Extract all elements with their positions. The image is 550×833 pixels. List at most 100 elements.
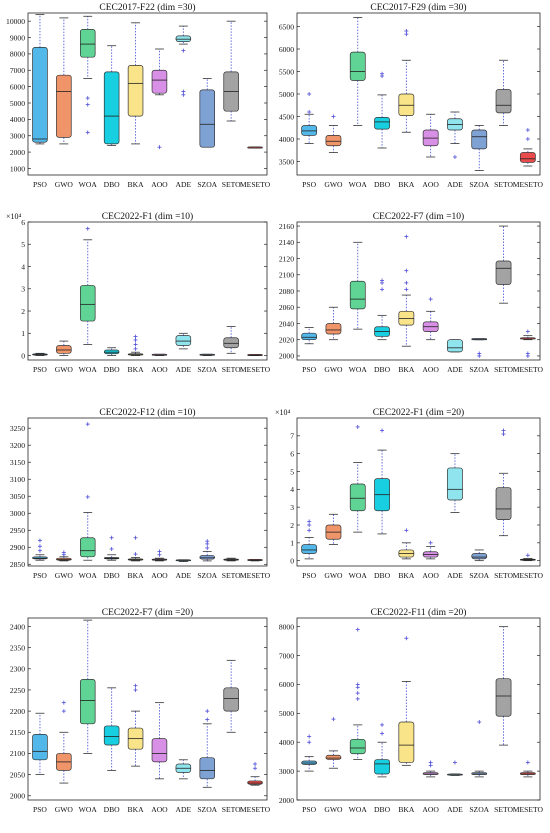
x-tick-label: GWO xyxy=(55,805,74,814)
outlier-point xyxy=(61,709,66,714)
outlier-point xyxy=(307,519,312,524)
x-tick-label: SETO xyxy=(222,180,241,189)
x-tick-label: PSO xyxy=(302,365,316,374)
box-body xyxy=(199,89,216,148)
plot-frame xyxy=(296,617,541,801)
y-tick-label: 2020 xyxy=(279,336,294,345)
x-tick-label: PSO xyxy=(33,180,47,189)
box-seto xyxy=(223,326,239,354)
y-tick-label: 3000 xyxy=(279,767,294,776)
y-tick-label: 5 xyxy=(21,240,25,249)
outlier-point xyxy=(355,682,360,687)
chart-title: CEC2022-F7 (dim =20) xyxy=(102,607,193,618)
box-ade xyxy=(447,453,463,513)
x-tick-label: WOA xyxy=(349,365,368,374)
outlier-point xyxy=(525,137,530,141)
y-tick-label: 2150 xyxy=(10,728,25,737)
x-tick-label: BKA xyxy=(128,365,145,374)
box-meseto xyxy=(519,760,536,778)
outlier-point xyxy=(205,539,210,544)
y-tick-label: 8000 xyxy=(10,50,25,59)
box-ade xyxy=(175,25,192,97)
plot-frame xyxy=(27,417,268,567)
x-tick-label: AOO xyxy=(151,805,168,814)
y-tick-label: 2000 xyxy=(10,792,25,801)
y-tick-label: 3000 xyxy=(10,509,25,518)
box-body xyxy=(151,69,168,94)
box-pso xyxy=(301,734,318,772)
box-meseto xyxy=(519,329,536,358)
box-bka xyxy=(127,535,144,562)
outlier-point xyxy=(404,287,409,292)
box-gwo xyxy=(56,17,72,145)
x-tick-label: ADE xyxy=(447,571,463,580)
chart-panel: CEC2022-F7 (dim =10) 2000 2020 2040 2060 2080… xyxy=(279,211,544,374)
y-tick-label: 3000 xyxy=(10,132,25,141)
outlier-point xyxy=(85,102,90,107)
outlier-point xyxy=(205,545,210,550)
outlier-point xyxy=(205,709,210,714)
x-tick-label: AOO xyxy=(422,805,439,814)
outlier-point xyxy=(404,268,409,273)
outlier-point xyxy=(85,130,90,135)
box-body xyxy=(374,117,390,130)
box-szoa xyxy=(471,720,488,778)
y-tick-label: 6 xyxy=(21,218,25,227)
outlier-point xyxy=(61,700,66,705)
box-bka xyxy=(398,234,415,347)
outlier-point xyxy=(253,762,258,767)
box-woa xyxy=(349,17,366,126)
box-szoa xyxy=(199,539,216,562)
outlier-point xyxy=(501,432,506,437)
plot-frame xyxy=(27,12,268,176)
x-tick-label: AOO xyxy=(422,180,439,189)
box-bka xyxy=(127,334,144,356)
box-body xyxy=(199,757,216,780)
outlier-point xyxy=(501,428,506,433)
x-tick-label: GWO xyxy=(324,180,343,189)
box-pso xyxy=(32,14,48,145)
x-tick-label: DBO xyxy=(104,180,121,189)
x-tick-label: SETO xyxy=(222,365,241,374)
outlier-point xyxy=(355,424,360,429)
x-tick-label: ADE xyxy=(447,805,463,814)
x-tick-label: SZOA xyxy=(469,180,489,189)
box-woa xyxy=(349,627,366,760)
y-tick-label: 3150 xyxy=(10,458,25,467)
axis-exponent-label: ×10⁴ xyxy=(275,408,291,417)
outlier-point xyxy=(477,720,482,724)
box-pso xyxy=(32,712,48,776)
x-tick-label: GWO xyxy=(55,180,74,189)
x-tick-label: DBO xyxy=(374,805,391,814)
box-dbo xyxy=(103,535,120,561)
box-pso xyxy=(32,352,48,356)
x-tick-label: ADE xyxy=(447,180,463,189)
box-dbo xyxy=(103,347,120,356)
box-gwo xyxy=(325,114,342,153)
x-tick-label: DBO xyxy=(104,571,121,580)
box-woa xyxy=(79,15,96,135)
outlier-point xyxy=(477,351,482,356)
box-body xyxy=(519,152,536,163)
box-szoa xyxy=(471,125,488,171)
box-ade xyxy=(447,339,463,353)
box-gwo xyxy=(56,340,72,356)
y-tick-label: 6000 xyxy=(279,45,294,54)
x-tick-label: GWO xyxy=(324,365,343,374)
x-tick-label: WOA xyxy=(79,365,98,374)
outlier-point xyxy=(525,329,530,334)
x-tick-label: MESETO xyxy=(513,365,544,374)
x-tick-label: PSO xyxy=(302,180,316,189)
y-tick-label: 3 xyxy=(290,503,294,512)
y-tick-label: 7000 xyxy=(279,651,294,660)
box-ade xyxy=(175,332,192,350)
outlier-point xyxy=(404,280,409,285)
box-meseto xyxy=(247,353,263,356)
box-szoa xyxy=(199,353,216,356)
outlier-point xyxy=(380,428,385,433)
x-tick-label: BKA xyxy=(128,571,145,580)
outlier-point xyxy=(133,535,138,540)
outlier-point xyxy=(85,422,90,427)
y-tick-label: 5500 xyxy=(279,67,294,76)
x-tick-label: ADE xyxy=(447,365,463,374)
